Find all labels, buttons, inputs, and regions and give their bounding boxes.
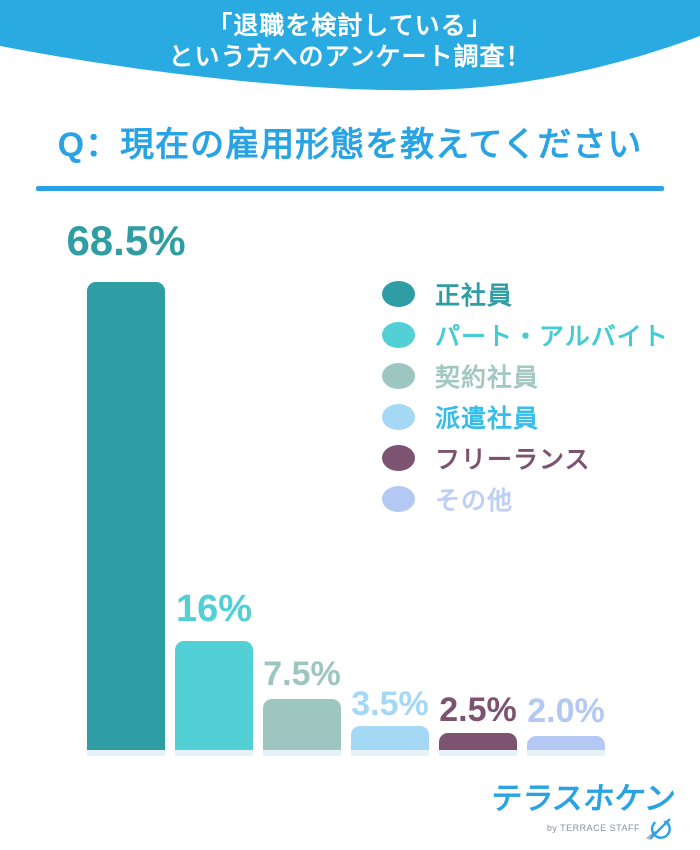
- bar-value-label: 3.5%: [351, 685, 429, 723]
- bar-group-sonota: 2.0%: [527, 694, 605, 750]
- bar-group-seishain: 68.5%: [66, 220, 186, 750]
- legend-swatch: [382, 485, 415, 512]
- legend-swatch: [382, 362, 415, 389]
- legend-item-seishain: 正社員: [382, 273, 669, 314]
- legend-swatch: [382, 321, 415, 348]
- legend-item-part-arbeit: パート・アルバイト: [382, 314, 669, 355]
- legend-item-keiyaku: 契約社員: [382, 355, 669, 396]
- header-banner: 「退職を検討している」 という方へのアンケート調査！: [0, 0, 700, 95]
- legend-swatch: [382, 280, 415, 307]
- bar-group-part-arbeit: 16%: [175, 590, 253, 750]
- bar-value-label: 16%: [175, 588, 253, 630]
- legend-label: フリーランス: [435, 445, 591, 474]
- bar-freelance: [439, 733, 517, 750]
- legend-item-haken: 派遣社員: [382, 396, 669, 437]
- bar-group-keiyaku: 7.5%: [263, 657, 341, 750]
- bar-value-label: 7.5%: [263, 655, 341, 693]
- bar-value-label: 2.0%: [527, 692, 605, 730]
- banner-curve-shape: [0, 0, 700, 91]
- legend-swatch: [382, 403, 415, 430]
- bar-haken: [351, 726, 429, 750]
- bar-sonota: [527, 736, 605, 750]
- chart-legend: 正社員 パート・アルバイト 契約社員 派遣社員 フリーランス その他: [382, 273, 669, 519]
- question-title: Q：現在の雇用形態を教えてください: [57, 126, 643, 164]
- logo-text: テラスホケン: [488, 781, 677, 816]
- legend-swatch: [382, 444, 415, 471]
- bar-seishain: [87, 282, 165, 750]
- logo-subtext: by TERRACE STAFF: [546, 823, 640, 834]
- swoosh-circle-icon: [645, 816, 675, 840]
- legend-label: 派遣社員: [435, 404, 540, 433]
- bar-group-haken: 3.5%: [351, 687, 429, 750]
- banner-curve-path: [0, 0, 700, 91]
- bar-keiyaku: [263, 699, 341, 750]
- bar-chart: 68.5% 16% 7.5% 3.5% 2.5% 2.0% 正社員 パート・アル…: [0, 210, 700, 750]
- footer-logo: テラスホケン by TERRACE STAFF: [455, 781, 677, 840]
- bar-value-label: 2.5%: [439, 691, 517, 729]
- title-underline: [36, 186, 664, 191]
- bar-part-arbeit: [175, 641, 253, 750]
- legend-label: パート・アルバイト: [435, 322, 669, 351]
- bar-value-label: 68.5%: [66, 217, 186, 264]
- bar-group-freelance: 2.5%: [439, 693, 517, 750]
- banner-text: 「退職を検討している」 という方へのアンケート調査！: [0, 11, 700, 73]
- logo-subrow: by TERRACE STAFF: [455, 816, 675, 840]
- legend-item-freelance: フリーランス: [382, 437, 669, 478]
- legend-label: その他: [435, 486, 514, 515]
- banner-line-1: 「退職を検討している」: [207, 12, 493, 40]
- legend-label: 正社員: [435, 281, 514, 310]
- legend-item-sonota: その他: [382, 478, 669, 519]
- legend-label: 契約社員: [435, 363, 540, 392]
- banner-line-2: という方へのアンケート調査！: [168, 43, 532, 71]
